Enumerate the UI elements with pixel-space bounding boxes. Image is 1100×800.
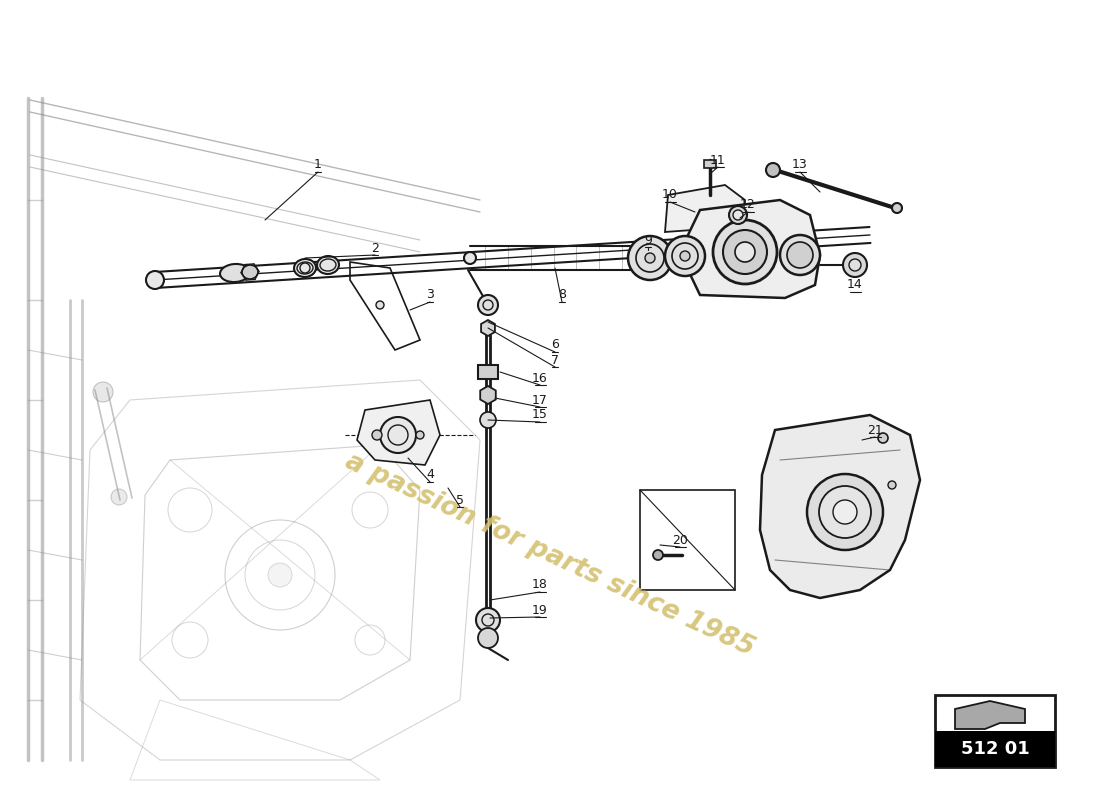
Circle shape [713,220,777,284]
Circle shape [888,481,896,489]
Circle shape [723,230,767,274]
Circle shape [833,500,857,524]
Circle shape [780,235,820,275]
Circle shape [478,628,498,648]
Text: 21: 21 [867,423,883,437]
Polygon shape [955,701,1025,729]
Circle shape [892,203,902,213]
Polygon shape [481,320,495,336]
Polygon shape [358,400,440,465]
Ellipse shape [294,259,316,277]
Circle shape [878,433,888,443]
Text: 14: 14 [847,278,862,291]
Circle shape [94,382,113,402]
Circle shape [111,489,126,505]
Text: 5: 5 [456,494,464,506]
Circle shape [807,474,883,550]
Circle shape [729,206,747,224]
Text: 18: 18 [532,578,548,591]
Circle shape [416,431,424,439]
Text: 16: 16 [532,371,548,385]
Circle shape [786,242,813,268]
Text: 3: 3 [426,289,433,302]
Ellipse shape [317,256,339,274]
Text: 512 01: 512 01 [960,740,1030,758]
Text: 15: 15 [532,409,548,422]
FancyBboxPatch shape [935,731,1055,767]
Polygon shape [481,386,496,404]
Circle shape [480,412,496,428]
FancyBboxPatch shape [935,695,1055,767]
Text: 19: 19 [532,603,548,617]
Text: 20: 20 [672,534,688,546]
Circle shape [653,550,663,560]
Ellipse shape [242,265,258,279]
Circle shape [849,259,861,271]
Text: a passion for parts since 1985: a passion for parts since 1985 [341,449,759,662]
Circle shape [766,163,780,177]
Polygon shape [688,200,820,298]
Circle shape [478,295,498,315]
FancyBboxPatch shape [478,365,498,379]
Polygon shape [760,415,920,598]
Text: 8: 8 [558,289,566,302]
Circle shape [843,253,867,277]
Text: 13: 13 [792,158,807,171]
Text: 6: 6 [551,338,559,351]
Text: 10: 10 [662,189,678,202]
Ellipse shape [654,252,666,264]
Text: 4: 4 [426,469,433,482]
Circle shape [372,430,382,440]
Text: 1: 1 [315,158,322,171]
Text: 12: 12 [740,198,756,211]
Ellipse shape [220,264,250,282]
Text: 11: 11 [711,154,726,166]
Circle shape [733,210,742,220]
Text: 9: 9 [645,234,652,246]
Circle shape [666,236,705,276]
Text: 17: 17 [532,394,548,406]
Polygon shape [704,160,716,168]
Circle shape [268,563,292,587]
Ellipse shape [146,271,164,289]
Circle shape [735,242,755,262]
Circle shape [645,253,654,263]
Circle shape [376,301,384,309]
Circle shape [820,486,871,538]
Circle shape [680,251,690,261]
Circle shape [628,236,672,280]
Polygon shape [666,185,745,232]
Text: 2: 2 [371,242,378,254]
Ellipse shape [464,252,476,264]
Circle shape [476,608,501,632]
Text: 7: 7 [551,354,559,366]
Circle shape [379,417,416,453]
